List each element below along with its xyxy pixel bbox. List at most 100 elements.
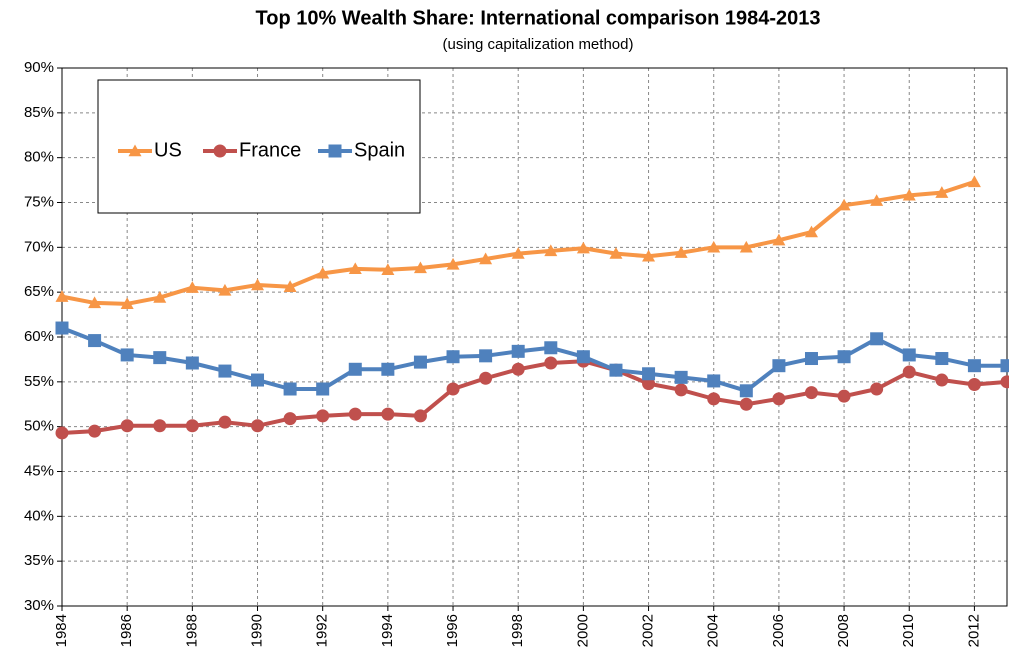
marker [902, 348, 916, 362]
marker [251, 419, 265, 433]
y-tick-label: 75% [24, 193, 54, 210]
marker [120, 348, 134, 362]
marker [446, 350, 460, 364]
y-tick-label: 65% [24, 283, 54, 300]
marker [772, 233, 786, 246]
marker [902, 188, 916, 201]
marker [479, 252, 493, 265]
marker [316, 382, 330, 396]
x-tick-label: 1990 [248, 614, 265, 647]
marker [967, 175, 981, 188]
marker [967, 359, 981, 373]
marker [935, 186, 949, 198]
marker [153, 419, 167, 433]
marker [413, 261, 427, 274]
marker [55, 290, 69, 302]
marker [446, 257, 460, 270]
marker [511, 247, 525, 259]
legend-label: Spain [354, 139, 405, 161]
marker [739, 397, 753, 411]
marker [1000, 375, 1009, 389]
marker [772, 359, 786, 373]
marker [185, 356, 199, 370]
marker [153, 351, 167, 365]
marker [185, 281, 199, 293]
x-tick-label: 1988 [183, 614, 200, 647]
marker [120, 297, 134, 310]
marker [804, 386, 818, 400]
y-tick-label: 60% [24, 328, 54, 345]
chart-subtitle: (using capitalization method) [443, 36, 634, 53]
marker [870, 194, 884, 206]
marker [348, 262, 362, 275]
marker [902, 365, 916, 379]
legend-box [97, 79, 421, 214]
marker [381, 407, 395, 421]
x-tick-label: 2004 [705, 614, 722, 647]
marker [804, 225, 818, 238]
marker [837, 198, 851, 211]
marker [413, 355, 427, 369]
marker [55, 321, 69, 335]
marker [413, 409, 427, 423]
marker [348, 407, 362, 421]
x-tick-label: 1994 [379, 614, 396, 647]
marker [642, 249, 656, 262]
marker [544, 341, 558, 355]
marker [674, 383, 688, 397]
marker [479, 349, 493, 363]
y-tick-label: 35% [24, 552, 54, 569]
x-tick-label: 1998 [509, 614, 526, 647]
marker [870, 382, 884, 396]
marker [576, 241, 590, 254]
marker [772, 392, 786, 406]
y-tick-label: 85% [24, 104, 54, 121]
x-tick-label: 2012 [965, 614, 982, 647]
x-tick-label: 1992 [314, 614, 331, 647]
x-tick-label: 2002 [640, 614, 657, 647]
marker [283, 412, 297, 426]
marker [511, 362, 525, 376]
y-tick-label: 80% [24, 149, 54, 166]
x-tick-label: 1986 [118, 614, 135, 647]
marker [674, 370, 688, 384]
marker [609, 247, 623, 259]
x-tick-label: 1996 [444, 614, 461, 647]
marker [511, 344, 525, 358]
marker [707, 392, 721, 406]
marker [837, 350, 851, 364]
marker [88, 424, 102, 438]
x-tick-label: 2006 [770, 614, 787, 647]
marker [218, 364, 232, 378]
marker [609, 363, 623, 377]
marker [283, 280, 297, 292]
marker [576, 350, 590, 364]
y-tick-label: 45% [24, 462, 54, 479]
legend-label: France [239, 139, 301, 161]
y-tick-label: 70% [24, 238, 54, 255]
marker [674, 246, 688, 258]
legend-label: US [154, 139, 182, 161]
y-tick-label: 30% [24, 597, 54, 614]
marker [328, 144, 342, 158]
marker [381, 263, 395, 275]
y-tick-label: 55% [24, 373, 54, 390]
marker [88, 296, 102, 309]
marker [935, 373, 949, 387]
marker [479, 371, 493, 385]
marker [218, 415, 232, 429]
x-tick-label: 2000 [574, 614, 591, 647]
x-tick-label: 2008 [835, 614, 852, 647]
marker [967, 378, 981, 392]
marker [218, 283, 232, 296]
marker [446, 382, 460, 396]
marker [348, 362, 362, 376]
chart-title: Top 10% Wealth Share: International comp… [256, 7, 821, 29]
marker [381, 362, 395, 376]
marker [837, 389, 851, 403]
marker [544, 356, 558, 370]
marker [251, 373, 265, 387]
marker [283, 382, 297, 396]
marker [544, 244, 558, 257]
